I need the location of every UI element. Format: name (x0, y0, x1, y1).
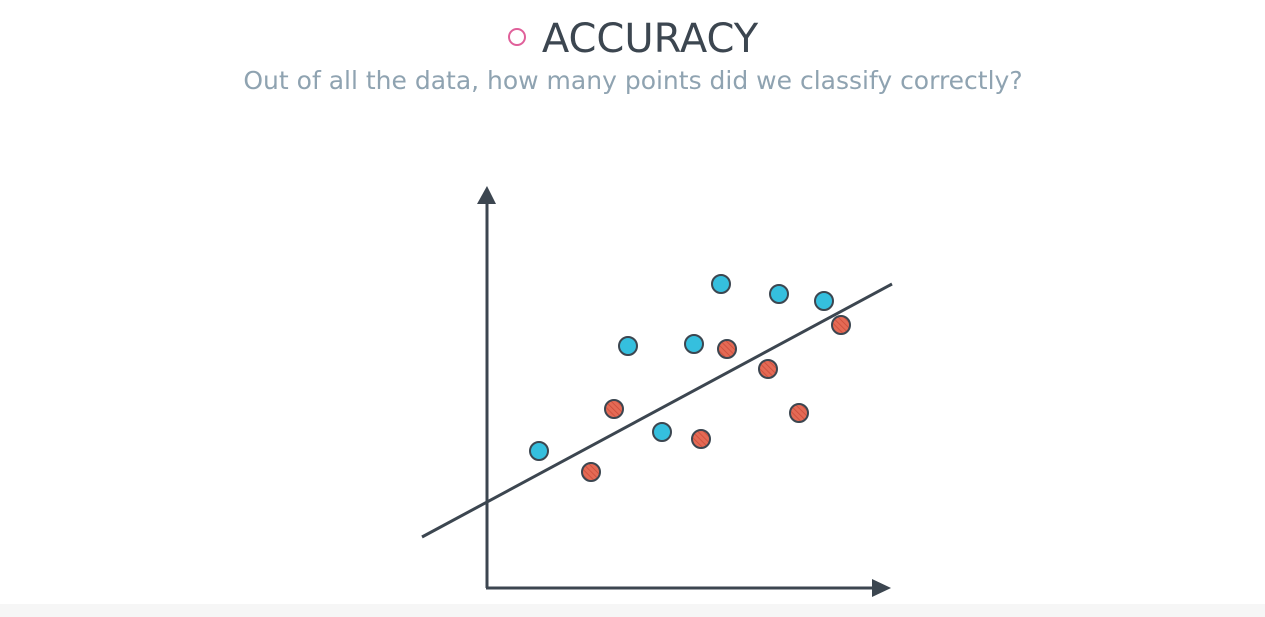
blue-point (618, 336, 638, 356)
red-point (758, 359, 778, 379)
boundary-line (421, 282, 893, 539)
subtitle: Out of all the data, how many points did… (243, 66, 1022, 95)
blue-point (652, 422, 672, 442)
blue-points (529, 274, 834, 461)
red-points (581, 315, 851, 482)
bullet (508, 28, 526, 46)
blue-point (814, 291, 834, 311)
title: ACCURACY (542, 16, 759, 62)
red-point (691, 429, 711, 449)
red-point (789, 403, 809, 423)
y-arrow (477, 186, 496, 204)
blue-point (529, 441, 549, 461)
blue-point (711, 274, 731, 294)
red-point (717, 339, 737, 359)
bottom-strip (0, 604, 1265, 617)
red-point (604, 399, 624, 419)
red-point (831, 315, 851, 335)
axes (421, 186, 893, 597)
x-arrow (872, 579, 891, 597)
blue-point (769, 284, 789, 304)
red-point (581, 462, 601, 482)
blue-point (684, 334, 704, 354)
